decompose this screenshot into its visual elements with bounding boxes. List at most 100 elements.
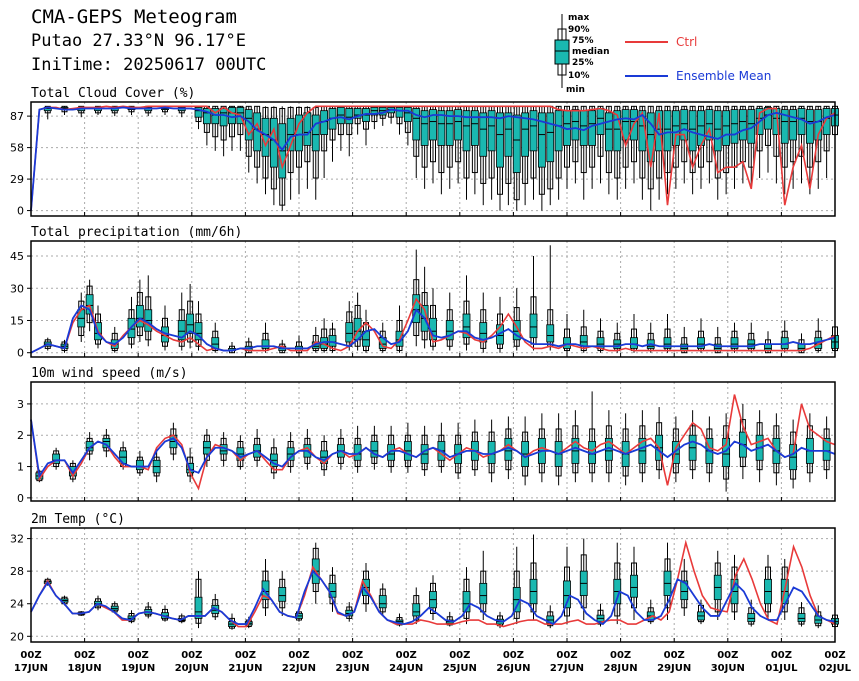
box-inner — [546, 324, 555, 343]
x-tick-label-date: 25JUN — [443, 663, 477, 674]
box-inner — [663, 110, 672, 152]
y-tick-label: 0 — [17, 347, 24, 360]
box-inner — [563, 337, 571, 349]
y-tick-label: 0 — [17, 205, 24, 218]
box-inner — [186, 313, 195, 334]
box-inner — [135, 305, 144, 328]
y-tick-label: 24 — [10, 598, 24, 611]
x-axis: 00Z 17JUN 00Z 18JUN 00Z 19JUN 00Z 20JUN 00Z 21JUN… — [14, 650, 852, 674]
panel-1: Total precipitation (mm/6h) 0 15 30 45 — [10, 225, 839, 360]
box-inner — [529, 110, 538, 152]
legend-median-label: median — [572, 47, 610, 57]
legend-mean-label: Ensemble Mean — [676, 69, 771, 83]
x-tick-label-date: 01JUL — [765, 663, 798, 674]
x-tick-label-hour: 00Z — [288, 650, 309, 661]
box-inner — [437, 110, 446, 146]
box-inner — [722, 110, 731, 146]
panel-frame — [30, 381, 836, 502]
box-inner — [194, 107, 203, 118]
box-inner — [261, 339, 270, 349]
x-tick-label-hour: 00Z — [503, 650, 524, 661]
box-inner — [445, 320, 454, 341]
box-inner — [219, 108, 228, 127]
box-inner — [705, 109, 714, 141]
box-inner — [370, 107, 379, 116]
x-tick-label-hour: 00Z — [717, 650, 738, 661]
box-inner — [604, 112, 613, 152]
y-tick-label: 20 — [10, 630, 24, 643]
box-inner — [780, 109, 789, 144]
box-inner — [747, 613, 756, 623]
box-inner — [462, 313, 471, 339]
box-inner — [370, 441, 379, 458]
box-inner — [311, 114, 320, 152]
box-inner — [546, 112, 555, 163]
box-inner — [730, 337, 739, 349]
box-inner — [822, 108, 831, 135]
box-inner — [512, 320, 521, 341]
legend-p90-label: 90% — [568, 25, 590, 35]
box-inner — [789, 109, 798, 141]
mean-line — [30, 419, 836, 479]
box-inner — [336, 107, 345, 125]
box-inner — [135, 459, 144, 471]
box-inner — [680, 343, 689, 351]
box-inner — [487, 110, 496, 152]
box-inner — [630, 337, 638, 349]
panel-0: Total Cloud Cover (%) 0 29 58 87 — [10, 86, 839, 218]
box-inner — [529, 313, 538, 339]
y-tick-label: 0 — [17, 492, 24, 505]
x-tick-label-date: 28JUN — [604, 663, 638, 674]
box-inner — [395, 107, 404, 118]
box-inner — [764, 343, 772, 351]
legend-ctrl-label: Ctrl — [676, 35, 697, 49]
legend-min-label: min — [566, 85, 585, 95]
box-inner — [278, 587, 287, 602]
box-inner — [814, 109, 823, 141]
box-inner — [378, 595, 387, 609]
box-inner — [797, 613, 806, 623]
station-label: Putao 27.33°N 96.17°E — [31, 31, 246, 51]
x-tick-label-date: 26JUN — [496, 663, 530, 674]
box-inner — [537, 112, 546, 168]
x-tick-label-hour: 00Z — [342, 650, 363, 661]
x-tick-label-hour: 00Z — [771, 650, 792, 661]
box-inner — [177, 320, 186, 341]
box-inner — [211, 108, 220, 125]
y-tick-label: 32 — [10, 533, 24, 546]
legend: max 90% 75% median 25% 10% min Ctrl Ense… — [554, 13, 771, 95]
panels: Total Cloud Cover (%) 0 29 58 87 Total precip… — [10, 86, 839, 643]
y-tick-label: 87 — [10, 110, 24, 123]
x-tick-label-hour: 00Z — [664, 650, 685, 661]
box-inner — [646, 112, 655, 163]
x-tick-label-hour: 00Z — [824, 650, 845, 661]
x-tick-label-date: 17JUN — [14, 663, 48, 674]
x-tick-label-date: 30JUN — [711, 663, 745, 674]
box-inner — [52, 453, 61, 464]
x-tick-label-date: 21JUN — [228, 663, 262, 674]
box-inner — [713, 110, 722, 152]
ctrl-line — [30, 297, 836, 354]
box-inner — [420, 110, 429, 146]
y-tick-label: 29 — [10, 173, 24, 186]
panel-frame — [30, 101, 836, 217]
box-inner — [579, 335, 588, 347]
panel-title: 10m wind speed (m/s) — [31, 366, 188, 381]
x-tick-label-hour: 00Z — [181, 650, 202, 661]
ctrl-line — [30, 105, 836, 211]
legend-inner-box — [554, 39, 570, 65]
box-inner — [621, 109, 630, 141]
y-tick-label: 30 — [10, 282, 24, 295]
legend-p10-label: 10% — [568, 71, 590, 81]
y-tick-label: 1 — [17, 461, 24, 474]
x-tick-label-hour: 00Z — [20, 650, 41, 661]
y-tick-label: 2 — [17, 429, 24, 442]
box-inner — [512, 114, 521, 173]
panel-3: 2m Temp (°C) 20 24 28 32 — [10, 512, 839, 643]
box-inner — [403, 107, 412, 122]
x-tick-label-hour: 00Z — [235, 650, 256, 661]
legend-p75-label: 75% — [572, 36, 594, 46]
mean-line — [30, 569, 836, 626]
y-tick-label: 15 — [10, 314, 24, 327]
